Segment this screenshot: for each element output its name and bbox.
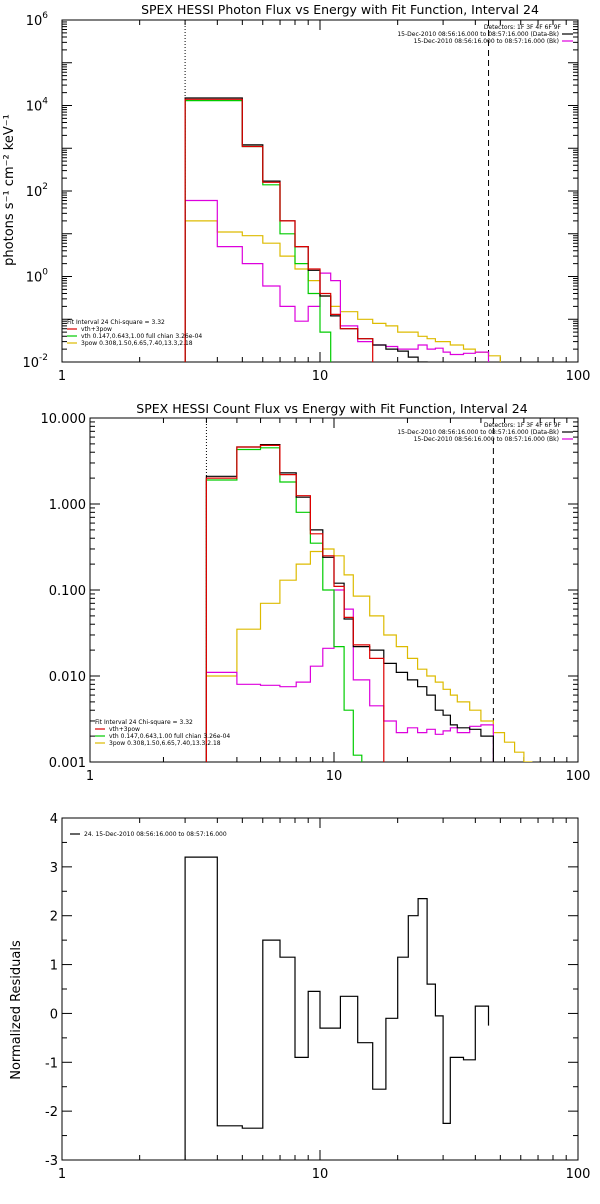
y-tick-label: 10-2 — [22, 353, 48, 371]
photon-flux-chart: SPEX HESSI Photon Flux vs Energy with Fi… — [2, 2, 591, 384]
y-tick-label: 0 — [50, 1007, 58, 1022]
count-flux-chart: SPEX HESSI Count Flux vs Energy with Fit… — [41, 401, 591, 784]
plot-frame — [61, 817, 579, 1161]
y-tick-label: 106 — [26, 11, 49, 29]
x-tick-label: 10 — [312, 1167, 329, 1182]
chart-title: SPEX HESSI Count Flux vs Energy with Fit… — [136, 401, 527, 416]
photon-flux-chart-panel: SPEX HESSI Photon Flux vs Energy with Fi… — [0, 0, 600, 400]
y-axis-label: Normalized Residuals — [9, 940, 24, 1080]
legend-entry: vth 0.147,0.643,1.00 full chian 3.26e-04 — [109, 733, 230, 740]
residuals-chart: Normalized Residuals 1 10 100 -3 -2 -1 0 1 2 3 4 24… — [9, 812, 591, 1182]
residuals-chart-panel: Normalized Residuals 1 10 100 -3 -2 -1 0 1 2 3 4 24… — [0, 800, 600, 1200]
y-tick-label: 10.000 — [41, 412, 87, 427]
x-tick-label: 10 — [326, 769, 343, 784]
y-tick-label: 0.100 — [49, 584, 86, 599]
y-tick-label: -2 — [45, 1105, 58, 1120]
legend-title: Detectors: 1F 3F 4F 6F 9F — [484, 422, 562, 429]
legend-title: Detectors: 1F 3F 4F 6F 9F — [484, 24, 562, 31]
y-tick-label: 4 — [50, 812, 58, 827]
legend-entry: 15-Dec-2010 08:56:16.000 to 08:57:16.000… — [397, 31, 559, 38]
x-tick-label: 1 — [58, 369, 66, 384]
series-red — [184, 98, 374, 362]
y-tick-label: 3 — [50, 861, 58, 876]
series-green — [205, 447, 363, 762]
legend-entry: 24. 15-Dec-2010 08:56:16.000 to 08:57:16… — [84, 831, 227, 838]
legend-entry: 15-Dec-2010 08:56:16.000 to 08:57:16.000… — [414, 38, 559, 45]
legend-entry: 15-Dec-2010 08:56:16.000 to 08:57:16.000… — [397, 429, 559, 436]
y-tick-label: 104 — [26, 97, 49, 115]
series-black — [205, 444, 494, 762]
y-tick-label: 2 — [50, 910, 58, 925]
chart-title: SPEX HESSI Photon Flux vs Energy with Fi… — [141, 2, 539, 17]
series-black — [184, 856, 490, 1160]
y-axis-label: photons s⁻¹ cm⁻² keV⁻¹ — [2, 114, 17, 266]
y-tick-label: -1 — [45, 1056, 58, 1071]
y-tick-label: 0.010 — [49, 670, 86, 685]
y-tick-label: 1.000 — [49, 498, 86, 513]
series-yellow — [184, 220, 501, 362]
series-magenta — [205, 589, 494, 762]
x-tick-label: 1 — [86, 769, 94, 784]
series-magenta — [184, 199, 490, 362]
x-tick-label: 100 — [566, 769, 591, 784]
series-red — [205, 444, 385, 762]
series-black — [184, 97, 490, 362]
y-tick-label: 1 — [50, 959, 58, 974]
count-flux-chart-panel: SPEX HESSI Count Flux vs Energy with Fit… — [0, 400, 600, 800]
y-tick-label: 102 — [26, 182, 48, 200]
legend-entry: 3pow 0.308,1.50,6.65,7.40,13.3,2.18 — [109, 740, 221, 747]
x-tick-label: 10 — [312, 369, 329, 384]
series-yellow — [205, 548, 533, 762]
legend-entry: vth+3pow — [81, 326, 112, 333]
y-tick-label: -3 — [45, 1154, 58, 1169]
x-tick-label: 100 — [566, 1167, 591, 1182]
legend-title: Fit Interval 24 Chi-square = 3.32 — [67, 319, 165, 326]
series-green — [184, 100, 332, 362]
y-tick-label: 100 — [26, 268, 49, 286]
y-tick-label: 0.001 — [49, 756, 86, 771]
legend-entry: 15-Dec-2010 08:56:16.000 to 08:57:16.000… — [414, 436, 559, 443]
legend-entry: vth 0.147,0.643,1.00 full chian 3.26e-04 — [81, 333, 202, 340]
x-tick-label: 100 — [566, 369, 591, 384]
legend-entry: 3pow 0.308,1.50,6.65,7.40,13.3,2.18 — [81, 340, 193, 347]
legend-title: Fit Interval 24 Chi-square = 3.32 — [95, 719, 193, 726]
x-tick-label: 1 — [58, 1167, 66, 1182]
legend-entry: vth+3pow — [109, 726, 140, 733]
